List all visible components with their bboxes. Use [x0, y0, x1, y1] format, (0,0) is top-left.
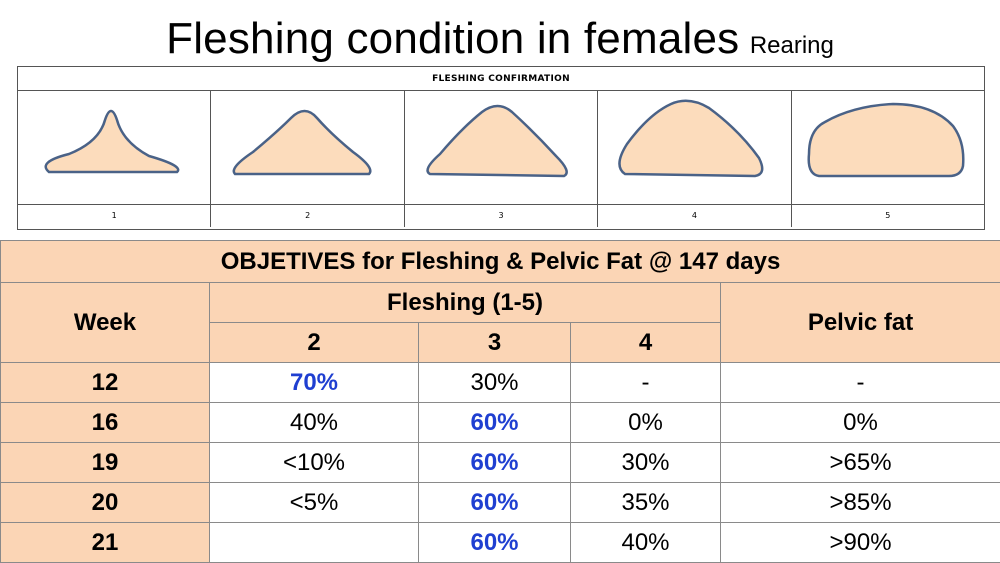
- fleshing-shape-1-icon: [44, 109, 180, 173]
- confirmation-heading: FLESHING CONFIRMATION: [18, 67, 984, 91]
- fleshing-confirmation-panel: FLESHING CONFIRMATION: [17, 66, 985, 230]
- fleshing-shape-2-icon: [232, 109, 372, 175]
- score-row: 1 2 3 4 5: [18, 205, 984, 227]
- table-row: 20 <5% 60% 35% >85%: [0, 482, 1000, 523]
- table-body: 12 70% 30% - -16 40% 60% 0% 0% 19 <10% 60% 30% >65% 20…: [0, 362, 1000, 563]
- pelvic-fat-cell: >90%: [719, 522, 1000, 563]
- score-label: 2: [211, 205, 405, 227]
- week-cell: 12: [0, 362, 210, 403]
- score-label: 4: [598, 205, 792, 227]
- week-cell: 21: [0, 522, 210, 563]
- pelvic-fat-cell: -: [719, 362, 1000, 403]
- score-label: 3: [405, 205, 599, 227]
- pelvic-fat-cell: >85%: [719, 482, 1000, 523]
- objectives-table: OBJETIVES for Fleshing & Pelvic Fat @ 14…: [0, 240, 1000, 563]
- fleshing-2-cell: <5%: [209, 482, 419, 523]
- table-row: 21 60% 40% >90%: [0, 522, 1000, 563]
- fleshing-3-cell: 60%: [418, 482, 571, 523]
- pelvic-fat-cell: 0%: [719, 402, 1000, 443]
- shape-cell-5: [792, 91, 984, 204]
- week-cell: 16: [0, 402, 210, 443]
- table-row: 19 <10% 60% 30% >65%: [0, 442, 1000, 483]
- shape-cell-4: [598, 91, 792, 204]
- fleshing-4-cell: 30%: [570, 442, 721, 483]
- title-main: Fleshing condition in females: [166, 14, 740, 63]
- week-cell: 20: [0, 482, 210, 523]
- fleshing-shape-5-icon: [807, 102, 965, 177]
- fleshing-subheader: 2: [209, 322, 419, 363]
- fleshing-4-cell: -: [570, 362, 721, 403]
- table-row: 16 40% 60% 0% 0%: [0, 402, 1000, 443]
- fleshing-3-cell: 30%: [418, 362, 571, 403]
- shape-cell-2: [211, 91, 405, 204]
- table-title: OBJETIVES for Fleshing & Pelvic Fat @ 14…: [0, 240, 1000, 283]
- week-header: Week: [0, 282, 210, 363]
- pelvic-fat-header: Pelvic fat: [719, 282, 1000, 363]
- fleshing-4-cell: 35%: [570, 482, 721, 523]
- fleshing-4-cell: 0%: [570, 402, 721, 443]
- table-row: 12 70% 30% - -: [0, 362, 1000, 403]
- fleshing-shape-4-icon: [618, 99, 764, 177]
- fleshing-3-cell: 60%: [418, 522, 571, 563]
- fleshing-header: Fleshing (1-5): [209, 282, 721, 323]
- fleshing-subheader: 4: [570, 322, 721, 363]
- fleshing-3-cell: 60%: [418, 442, 571, 483]
- fleshing-2-cell: 70%: [209, 362, 419, 403]
- pelvic-fat-cell: >65%: [719, 442, 1000, 483]
- slide-title: Fleshing condition in females Rearing: [0, 14, 1000, 64]
- score-label: 5: [885, 211, 891, 220]
- fleshing-4-cell: 40%: [570, 522, 721, 563]
- title-subtitle: Rearing: [749, 32, 834, 59]
- fleshing-2-cell: <10%: [209, 442, 419, 483]
- fleshing-shape-3-icon: [426, 104, 568, 177]
- fleshing-subheader: 3: [418, 322, 571, 363]
- fleshing-2-cell: 40%: [209, 402, 419, 443]
- fleshing-3-cell: 60%: [418, 402, 571, 443]
- shape-cell-1: [18, 91, 212, 204]
- shape-cell-3: [405, 91, 599, 204]
- week-cell: 19: [0, 442, 210, 483]
- fleshing-2-cell: [209, 522, 419, 563]
- shape-row: [18, 91, 984, 205]
- score-label: 1: [18, 205, 212, 227]
